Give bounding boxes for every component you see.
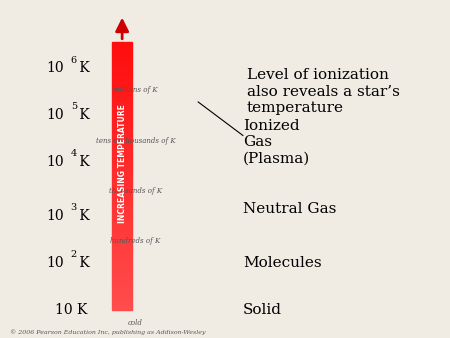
Bar — [112, 122, 132, 126]
Bar — [112, 230, 132, 234]
Bar — [112, 202, 132, 207]
Bar — [112, 243, 132, 247]
Bar — [112, 216, 132, 220]
Text: 10: 10 — [46, 209, 64, 223]
Text: Ionized
Gas
(Plasma): Ionized Gas (Plasma) — [243, 119, 310, 165]
Bar — [112, 185, 132, 189]
Bar — [112, 252, 132, 256]
Bar — [112, 46, 132, 51]
Bar — [112, 91, 132, 95]
Bar — [112, 194, 132, 198]
Text: K: K — [75, 209, 90, 223]
Text: 10: 10 — [46, 256, 64, 270]
Bar — [112, 274, 132, 279]
Text: Neutral Gas: Neutral Gas — [243, 202, 336, 216]
Bar — [112, 305, 132, 310]
Bar — [112, 270, 132, 274]
Text: thousands of K: thousands of K — [109, 187, 162, 195]
Bar — [112, 167, 132, 171]
Text: 10: 10 — [46, 62, 64, 75]
Bar — [112, 198, 132, 202]
Text: K: K — [75, 155, 90, 169]
Text: 10 K: 10 K — [55, 303, 87, 317]
Bar — [112, 180, 132, 185]
Bar — [112, 189, 132, 194]
Text: 10: 10 — [46, 108, 64, 122]
Text: cold: cold — [128, 319, 143, 327]
Text: 10: 10 — [46, 155, 64, 169]
Bar — [112, 234, 132, 238]
Text: K: K — [75, 108, 90, 122]
Bar — [112, 225, 132, 230]
Bar — [112, 220, 132, 225]
Text: Solid: Solid — [243, 303, 282, 317]
Bar — [112, 82, 132, 86]
Bar — [112, 158, 132, 162]
Text: 3: 3 — [71, 203, 77, 212]
Bar — [112, 279, 132, 283]
Text: Molecules: Molecules — [243, 256, 321, 270]
Bar — [112, 265, 132, 270]
Bar — [112, 176, 132, 180]
Bar — [112, 301, 132, 305]
Text: hundreds of K: hundreds of K — [110, 237, 161, 245]
Bar — [112, 238, 132, 243]
Bar — [112, 212, 132, 216]
Bar — [112, 247, 132, 252]
Text: INCREASING TEMPERATURE: INCREASING TEMPERATURE — [117, 104, 126, 223]
Bar — [112, 42, 132, 46]
Bar — [112, 73, 132, 77]
Text: © 2006 Pearson Education Inc, publishing as Addison-Wesley: © 2006 Pearson Education Inc, publishing… — [10, 329, 206, 335]
Bar — [112, 126, 132, 131]
Bar — [112, 207, 132, 212]
Bar — [112, 86, 132, 91]
Text: Level of ionization
also reveals a star’s
temperature: Level of ionization also reveals a star’… — [247, 68, 400, 115]
Bar — [112, 292, 132, 296]
Text: 2: 2 — [71, 250, 77, 259]
Bar — [112, 144, 132, 149]
Text: K: K — [75, 62, 90, 75]
Bar — [112, 256, 132, 261]
Text: 4: 4 — [71, 149, 77, 159]
Bar — [112, 64, 132, 68]
Bar — [112, 153, 132, 158]
Bar — [112, 261, 132, 265]
Bar — [112, 283, 132, 287]
Bar — [112, 77, 132, 82]
Bar — [112, 136, 132, 140]
Bar — [112, 55, 132, 59]
Bar — [112, 95, 132, 100]
Bar — [112, 131, 132, 136]
Bar — [112, 113, 132, 118]
Bar — [112, 51, 132, 55]
Text: millions of K: millions of K — [113, 86, 158, 94]
Bar — [112, 118, 132, 122]
Bar — [112, 140, 132, 144]
Text: 5: 5 — [71, 102, 77, 112]
Text: tens of thousands of K: tens of thousands of K — [96, 137, 176, 145]
Bar — [112, 59, 132, 64]
Bar — [112, 68, 132, 73]
Bar — [112, 100, 132, 104]
Bar — [112, 162, 132, 167]
Bar — [112, 296, 132, 301]
Bar — [112, 171, 132, 176]
Text: K: K — [75, 256, 90, 270]
Bar — [112, 287, 132, 292]
Bar — [112, 149, 132, 153]
Bar — [112, 104, 132, 108]
Text: 6: 6 — [71, 55, 77, 65]
Bar — [112, 108, 132, 113]
